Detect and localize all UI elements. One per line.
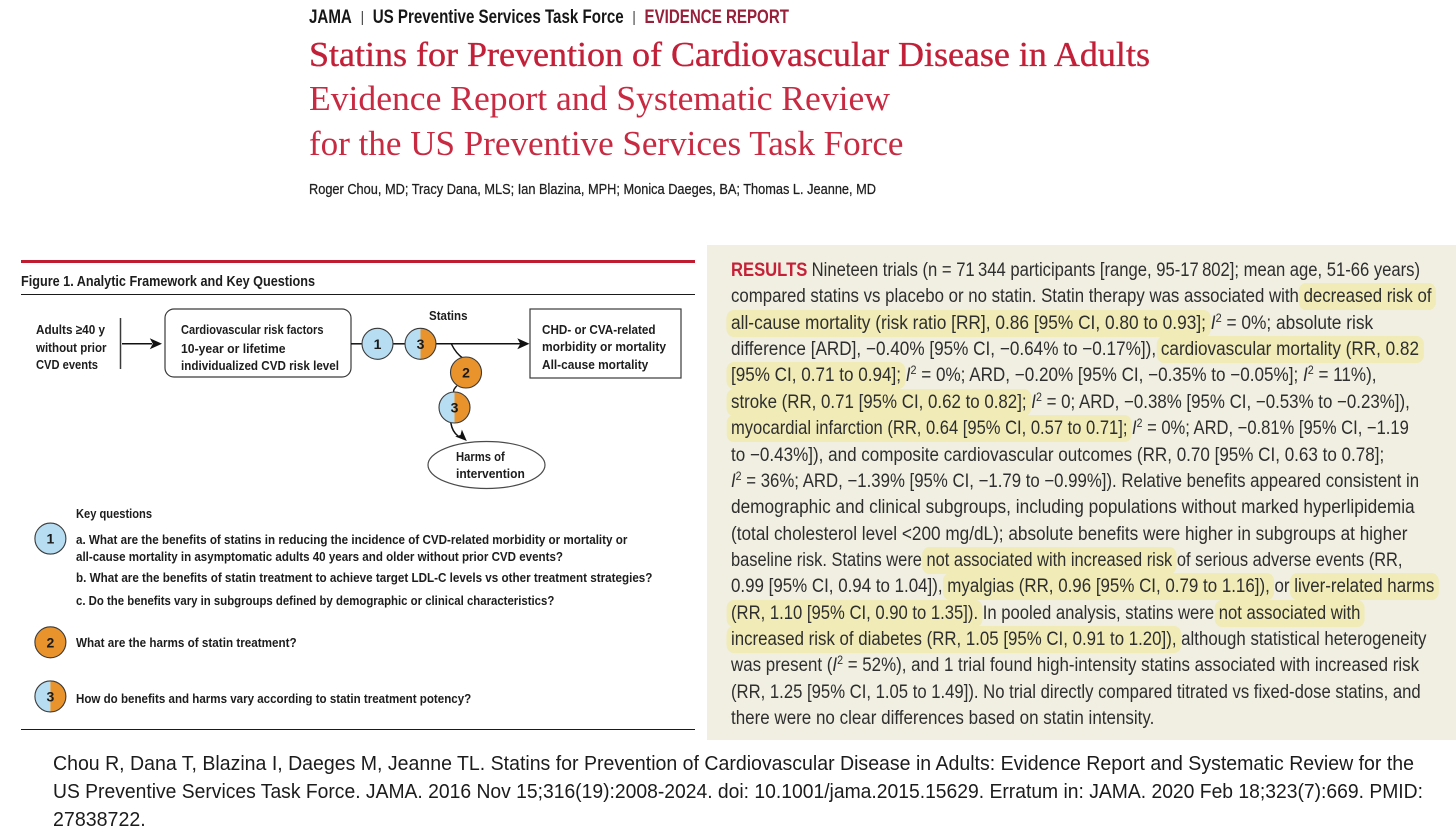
svg-text:3: 3 [417,336,425,352]
svg-text:2: 2 [462,365,470,381]
svg-text:3: 3 [451,400,459,416]
svg-text:1: 1 [47,531,55,547]
svg-text:2: 2 [47,634,55,650]
svg-text:3: 3 [47,688,55,704]
svg-text:1: 1 [374,336,382,352]
